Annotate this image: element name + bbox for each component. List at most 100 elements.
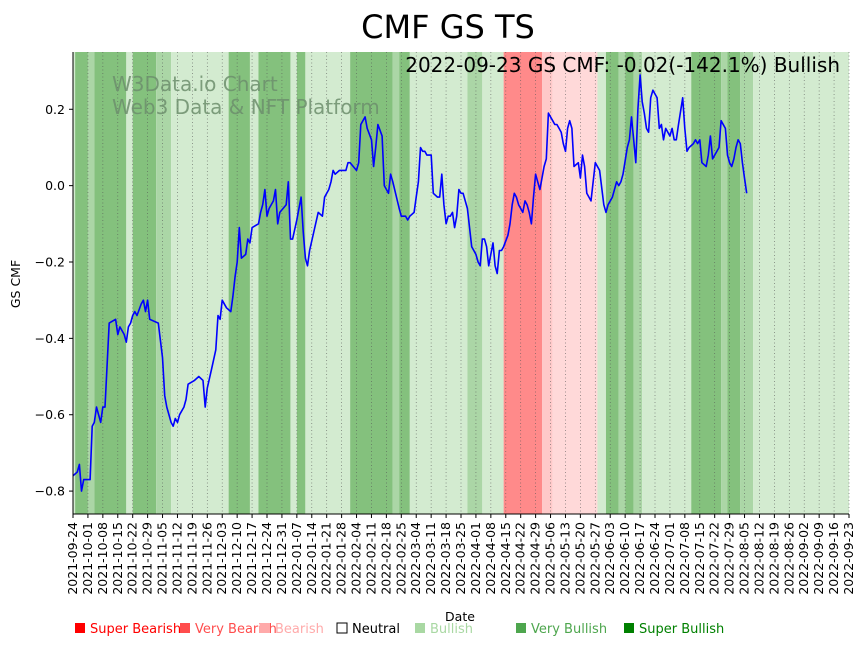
zone-very_bullish (618, 52, 626, 514)
series-layer (72, 74, 748, 492)
zone-bullish (249, 52, 259, 514)
x-tick-label: 2022-05-27 (587, 522, 602, 595)
legend-swatch (336, 622, 348, 634)
x-tick-label: 2022-06-17 (632, 522, 647, 595)
vertical-grid (72, 52, 850, 514)
x-tick-label: 2022-08-12 (751, 522, 766, 595)
zone-very_bullish (740, 52, 754, 514)
y-tick-label: −0.2 (35, 255, 65, 270)
zone-super_bullish (228, 52, 250, 514)
x-tick-label: 2022-08-19 (766, 522, 781, 595)
watermark-line-1: W3Data.io Chart (112, 72, 278, 96)
x-tick-label: 2021-10-22 (125, 522, 140, 595)
x-tick-label: 2021-12-31 (274, 522, 289, 595)
x-tick-label: 2022-01-28 (334, 522, 349, 595)
y-axis-ticks: −0.8 −0.6 −0.4 −0.2 0.0 0.2 (35, 102, 73, 499)
x-tick-label: 2022-04-15 (498, 522, 513, 595)
zone-bullish (73, 52, 76, 514)
x-tick-label: 2022-09-16 (826, 522, 841, 595)
x-tick-label: 2022-05-20 (572, 522, 587, 595)
zone-very_bullish (392, 52, 400, 514)
chart-title: CMF GS TS (361, 8, 535, 46)
y-tick-label: −0.8 (35, 484, 65, 499)
legend-label: Super Bearish (90, 622, 181, 637)
x-tick-label: 2022-07-29 (722, 522, 737, 595)
x-tick-label: 2022-01-14 (304, 522, 319, 595)
x-tick-label: 2022-02-25 (393, 522, 408, 595)
x-tick-label: 2022-09-23 (841, 522, 856, 595)
y-tick-label: 0.0 (45, 178, 65, 193)
x-tick-label: 2021-11-12 (169, 522, 184, 595)
zone-very_bullish (721, 52, 728, 514)
x-tick-label: 2022-04-08 (483, 522, 498, 595)
x-tick-label: 2022-06-03 (602, 522, 617, 595)
zone-very_bullish (156, 52, 172, 514)
x-tick-label: 2022-03-25 (453, 522, 468, 595)
legend-swatch (516, 623, 526, 633)
legend-swatch (624, 623, 634, 633)
legend-label: Super Bullish (639, 622, 724, 637)
x-tick-label: 2022-01-07 (289, 522, 304, 595)
x-tick-label: 2022-07-15 (692, 522, 707, 595)
legend-swatch (75, 623, 85, 633)
legend-swatch (260, 623, 270, 633)
plot-area (72, 52, 850, 514)
zone-bullish (753, 52, 849, 514)
x-tick-label: 2022-08-26 (781, 522, 796, 595)
x-tick-label: 2021-10-15 (110, 522, 125, 595)
cmf-line (72, 74, 748, 492)
x-tick-label: 2022-07-01 (662, 522, 677, 595)
x-axis-ticks: 2021-09-24 2021-10-01 2021-10-08 2021-10-15… (65, 514, 856, 595)
x-tick-label: 2022-02-18 (378, 522, 393, 595)
legend-label: Bullish (430, 622, 473, 637)
x-tick-label: 2021-10-08 (95, 522, 110, 595)
y-tick-label: −0.6 (35, 407, 65, 422)
legend-label: Very Bullish (531, 622, 607, 637)
x-tick-label: 2022-02-04 (349, 522, 364, 595)
zone-super_bullish (625, 52, 634, 514)
x-tick-label: 2022-03-18 (438, 522, 453, 595)
zone-super_bullish (605, 52, 619, 514)
x-tick-label: 2021-12-10 (229, 522, 244, 595)
status-text: 2022-09-23 GS CMF: -0.02(-142.1%) Bullis… (405, 53, 840, 77)
zone-bearish (542, 52, 553, 514)
zone-bearish_light (552, 52, 598, 514)
zone-bullish (482, 52, 504, 514)
x-tick-label: 2022-05-06 (543, 522, 558, 595)
zone-bullish (290, 52, 297, 514)
x-tick-label: 2021-12-24 (259, 522, 274, 595)
x-tick-label: 2022-04-22 (513, 522, 528, 595)
zone-bullish (126, 52, 133, 514)
y-tick-label: −0.4 (35, 331, 65, 346)
zone-very_bearish (503, 52, 543, 514)
x-tick-label: 2021-12-03 (214, 522, 229, 595)
x-tick-label: 2022-07-08 (677, 522, 692, 595)
zone-bullish (409, 52, 468, 514)
zone-bullish (171, 52, 229, 514)
zone-super_bullish (727, 52, 741, 514)
zone-very_bullish (87, 52, 95, 514)
watermark-line-2: Web3 Data & NFT Platform (112, 95, 380, 119)
x-tick-label: 2022-09-02 (796, 522, 811, 595)
zone-very_bullish (467, 52, 483, 514)
zone-bullish (597, 52, 606, 514)
zone-super_bullish (75, 52, 88, 514)
zone-super_bullish (258, 52, 291, 514)
x-tick-label: 2022-04-29 (528, 522, 543, 595)
y-axis-label: GS CMF (8, 260, 23, 308)
x-tick-label: 2022-02-11 (363, 522, 378, 595)
legend-label: Bearish (275, 622, 324, 637)
zone-super_bullish (296, 52, 306, 514)
x-tick-label: 2022-03-11 (423, 522, 438, 595)
x-tick-label: 2022-07-22 (707, 522, 722, 595)
x-tick-label: 2022-06-24 (647, 522, 662, 595)
x-tick-label: 2022-08-05 (737, 522, 752, 595)
x-tick-label: 2021-11-19 (184, 522, 199, 595)
zone-bullish (305, 52, 351, 514)
x-tick-label: 2022-03-04 (408, 522, 423, 595)
x-tick-label: 2021-10-01 (80, 522, 95, 595)
signal-zones (73, 52, 849, 514)
x-tick-label: 2022-04-01 (468, 522, 483, 595)
